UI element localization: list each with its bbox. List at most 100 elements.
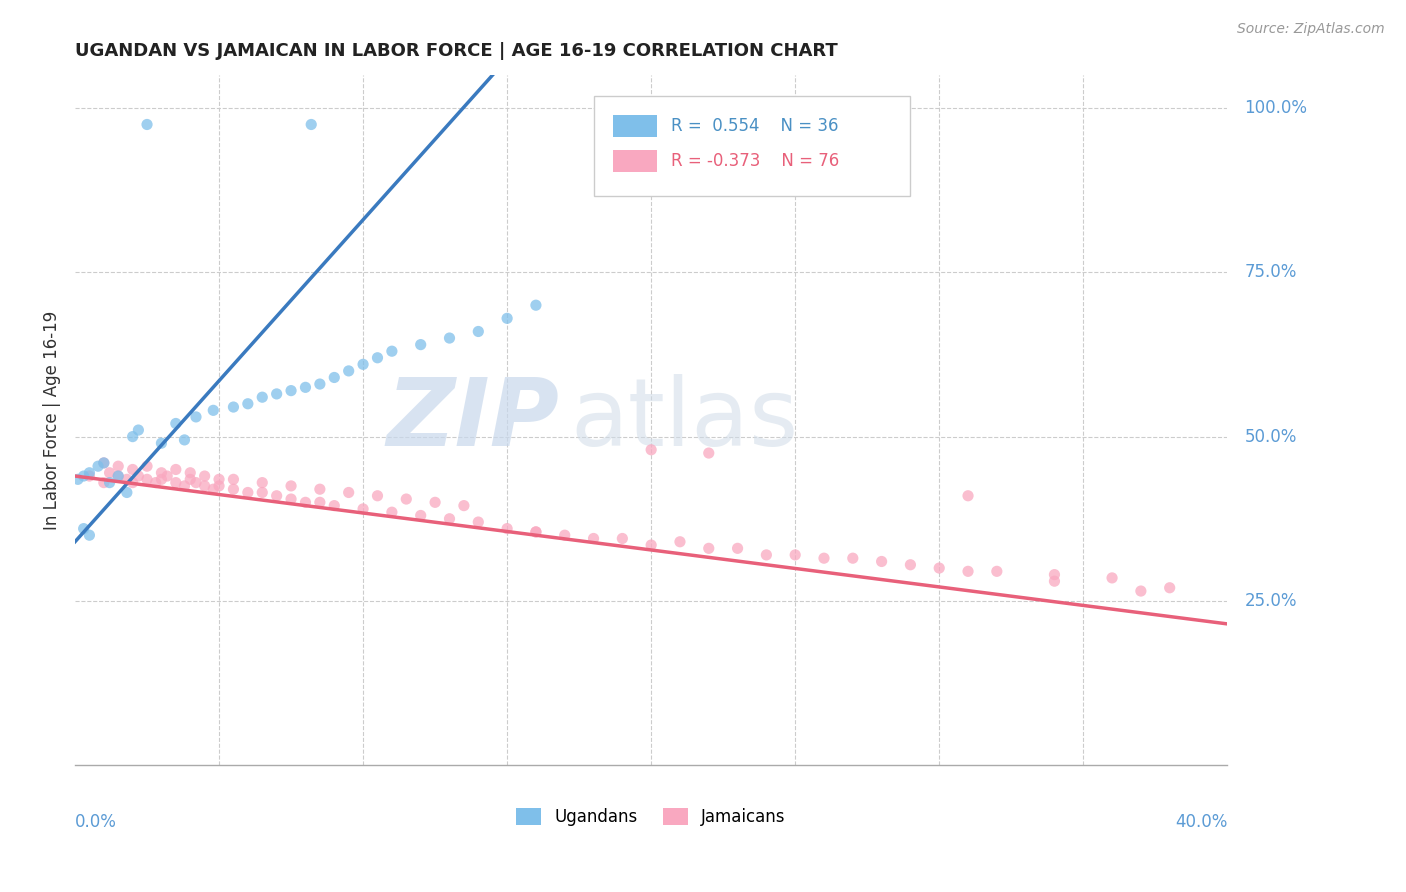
Point [986, 565, 1008, 579]
Point [524, 524, 547, 539]
Point [280, 479, 302, 493]
Point [165, 417, 187, 431]
Point [93, 456, 115, 470]
Point [785, 548, 807, 562]
Point [697, 446, 720, 460]
Point [179, 472, 201, 486]
Point [496, 522, 519, 536]
Point [612, 532, 634, 546]
Point [208, 472, 231, 486]
Point [136, 472, 159, 486]
Point [179, 466, 201, 480]
Point [697, 541, 720, 556]
Point [150, 436, 173, 450]
Point [956, 489, 979, 503]
Point [323, 499, 346, 513]
Point [524, 524, 547, 539]
Text: 50.0%: 50.0% [1244, 427, 1296, 446]
Text: R = -0.373    N = 76: R = -0.373 N = 76 [671, 152, 839, 169]
Point [669, 534, 692, 549]
Point [72, 522, 94, 536]
Point [439, 331, 461, 345]
Point [294, 380, 316, 394]
Point [98, 475, 121, 490]
Point [222, 472, 245, 486]
Point [79, 466, 101, 480]
Point [66, 472, 89, 486]
Point [467, 515, 489, 529]
Point [165, 462, 187, 476]
Point [136, 118, 159, 132]
Text: 40.0%: 40.0% [1175, 814, 1227, 831]
Point [208, 479, 231, 493]
Point [294, 495, 316, 509]
Point [423, 495, 446, 509]
Point [72, 469, 94, 483]
Point [280, 384, 302, 398]
Point [266, 489, 288, 503]
Point [121, 475, 143, 490]
Y-axis label: In Labor Force | Age 16-19: In Labor Force | Age 16-19 [44, 310, 60, 530]
Point [956, 565, 979, 579]
Point [93, 475, 115, 490]
Point [727, 541, 749, 556]
Point [79, 528, 101, 542]
Point [107, 459, 129, 474]
Point [121, 429, 143, 443]
Text: 25.0%: 25.0% [1244, 592, 1298, 610]
Text: R =  0.554    N = 36: R = 0.554 N = 36 [671, 117, 838, 136]
Point [1043, 567, 1066, 582]
Point [524, 298, 547, 312]
Point [184, 409, 207, 424]
Point [439, 512, 461, 526]
Point [755, 548, 778, 562]
Point [127, 423, 149, 437]
Point [252, 390, 274, 404]
Point [870, 554, 893, 568]
Point [173, 479, 195, 493]
Point [115, 485, 138, 500]
Point [236, 397, 259, 411]
Point [309, 482, 332, 496]
Point [194, 479, 217, 493]
Point [1043, 574, 1066, 589]
Point [352, 357, 374, 371]
Point [554, 528, 576, 542]
Point [842, 551, 865, 566]
Point [173, 433, 195, 447]
Point [395, 491, 418, 506]
Point [87, 459, 110, 474]
Point [453, 499, 475, 513]
Point [222, 400, 245, 414]
Point [381, 505, 404, 519]
Point [467, 325, 489, 339]
Point [409, 337, 432, 351]
Point [150, 466, 173, 480]
Point [79, 469, 101, 483]
Text: 0.0%: 0.0% [75, 814, 117, 831]
Legend: Ugandans, Jamaicans: Ugandans, Jamaicans [510, 801, 793, 833]
Point [352, 502, 374, 516]
Point [93, 456, 115, 470]
Point [309, 495, 332, 509]
Point [156, 469, 179, 483]
Text: 100.0%: 100.0% [1244, 99, 1308, 117]
Point [1101, 571, 1123, 585]
Point [266, 387, 288, 401]
Point [145, 475, 167, 490]
Point [366, 351, 388, 365]
Text: 75.0%: 75.0% [1244, 263, 1296, 281]
Point [184, 475, 207, 490]
Point [252, 485, 274, 500]
Point [640, 538, 662, 552]
Text: UGANDAN VS JAMAICAN IN LABOR FORCE | AGE 16-19 CORRELATION CHART: UGANDAN VS JAMAICAN IN LABOR FORCE | AGE… [75, 42, 838, 60]
Point [165, 475, 187, 490]
Point [640, 442, 662, 457]
Text: ZIP: ZIP [387, 374, 560, 467]
Point [496, 311, 519, 326]
Point [252, 475, 274, 490]
Point [127, 469, 149, 483]
FancyBboxPatch shape [593, 96, 911, 196]
Point [236, 485, 259, 500]
Point [115, 472, 138, 486]
